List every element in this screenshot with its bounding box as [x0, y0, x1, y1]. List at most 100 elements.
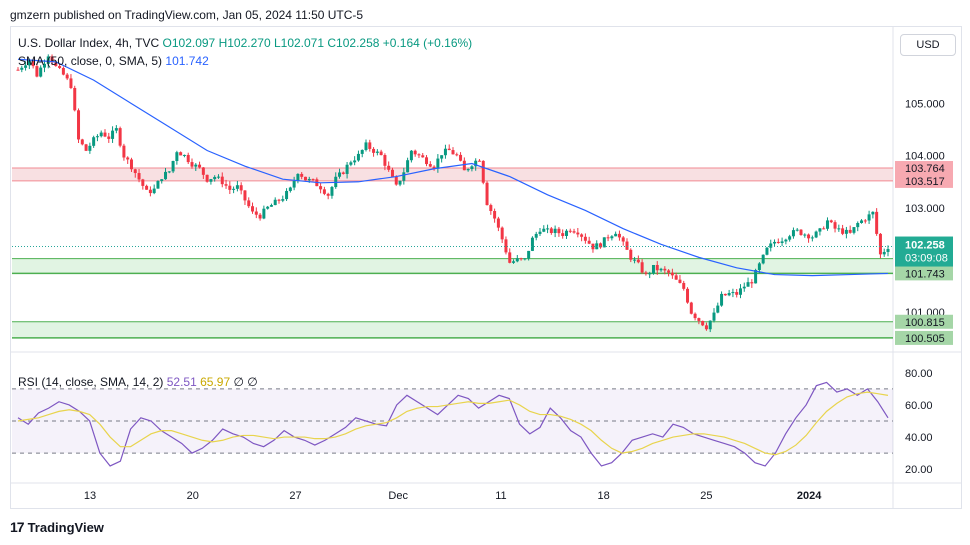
candle-body — [326, 193, 330, 196]
candle-body — [92, 137, 96, 146]
candle-body — [553, 228, 557, 234]
candle-body — [822, 228, 826, 230]
price-tick-label: 103.000 — [905, 203, 945, 215]
price-label-103.517: 103.517 — [905, 176, 945, 188]
candle-body — [602, 237, 606, 248]
time-tick-13: 13 — [84, 490, 96, 502]
candle-body — [848, 229, 852, 233]
candle-body — [829, 220, 833, 223]
candle-body — [379, 151, 383, 156]
candle-body — [651, 264, 655, 274]
candle-body — [243, 190, 247, 201]
candle-body — [216, 176, 220, 178]
candle-body — [564, 230, 568, 236]
candle-body — [496, 218, 500, 228]
candle-body — [500, 227, 504, 240]
candle-body — [277, 199, 281, 201]
candle-body — [757, 263, 761, 270]
price-tick-label: 105.000 — [905, 99, 945, 111]
candle-body — [769, 243, 773, 248]
candle-body — [281, 199, 285, 201]
candle-body — [606, 237, 610, 239]
candle-body — [875, 211, 879, 234]
candle-body — [515, 258, 519, 262]
candle-body — [428, 164, 432, 167]
sma-label: SMA (50, close, 0, SMA, 5) — [18, 54, 163, 68]
candle-body — [557, 228, 561, 234]
candle-body — [504, 239, 508, 253]
candle-body — [455, 154, 459, 156]
candle-body — [266, 206, 270, 209]
candle-body — [122, 145, 126, 158]
candle-body — [198, 164, 202, 168]
candle-body — [164, 171, 168, 180]
candle-body — [292, 181, 296, 188]
currency-button[interactable]: USD — [900, 34, 956, 56]
candle-body — [625, 241, 629, 250]
candle-body — [773, 241, 777, 244]
candle-body — [232, 188, 236, 190]
candle-body — [20, 67, 24, 70]
candle-body — [432, 166, 436, 169]
candle-body — [31, 59, 35, 67]
change-value: +0.164 (+0.16%) — [382, 36, 473, 50]
sma-legend[interactable]: SMA (50, close, 0, SMA, 5) 101.742 — [18, 54, 209, 68]
rsi-extra-2: ∅ — [247, 375, 258, 389]
candle-body — [303, 176, 307, 181]
candle-body — [474, 160, 478, 167]
last-price-badge — [895, 236, 953, 267]
candle-body — [489, 205, 493, 212]
candle-body — [655, 264, 659, 271]
candle-body — [477, 160, 481, 162]
price-label-bg-101.743 — [895, 266, 953, 281]
candle-body — [387, 165, 391, 170]
candle-body — [462, 160, 466, 171]
candle-body — [701, 320, 705, 326]
candle-body — [160, 179, 164, 182]
candle-body — [413, 150, 417, 155]
candle-body — [591, 243, 595, 250]
candle-body — [746, 282, 750, 287]
candle-body — [73, 87, 77, 111]
candle-body — [133, 169, 137, 174]
candle-body — [791, 230, 795, 237]
candle-body — [878, 233, 882, 255]
candle-body — [251, 206, 255, 212]
candle-body — [542, 228, 546, 232]
candle-body — [156, 181, 160, 189]
candle-body — [712, 312, 716, 321]
candle-body — [398, 180, 402, 185]
candle-body — [375, 151, 379, 153]
candle-body — [311, 178, 315, 180]
candle-body — [406, 160, 410, 173]
candle-body — [141, 179, 145, 186]
candle-body — [99, 132, 103, 137]
candle-body — [228, 185, 232, 190]
candle-body — [814, 231, 818, 238]
candle-body — [867, 214, 871, 221]
tradingview-logo[interactable]: 17 TradingView — [10, 519, 104, 535]
candle-body — [807, 234, 811, 239]
candle-body — [629, 249, 633, 260]
symbol-legend: U.S. Dollar Index, 4h, TVC O102.097 H102… — [18, 36, 472, 50]
candle-body — [285, 190, 289, 200]
candle-body — [459, 154, 463, 161]
low-value: L102.071 — [273, 36, 325, 50]
candle-body — [194, 164, 198, 167]
candle-body — [527, 250, 531, 259]
candle-body — [765, 247, 769, 255]
candle-body — [799, 229, 803, 235]
candle-body — [447, 148, 451, 151]
time-tick-11: 11 — [495, 490, 506, 502]
candle-body — [508, 252, 512, 263]
close-value: C102.258 — [327, 36, 380, 50]
candle-body — [296, 173, 300, 182]
rsi-legend[interactable]: RSI (14, close, SMA, 14, 2) 52.51 65.97 … — [18, 375, 258, 389]
candle-body — [213, 176, 217, 180]
candle-body — [107, 136, 111, 139]
candle-body — [209, 179, 213, 182]
candle-body — [780, 241, 784, 243]
rsi-tick-label: 40.00 — [905, 432, 933, 444]
candle-body — [788, 236, 792, 240]
